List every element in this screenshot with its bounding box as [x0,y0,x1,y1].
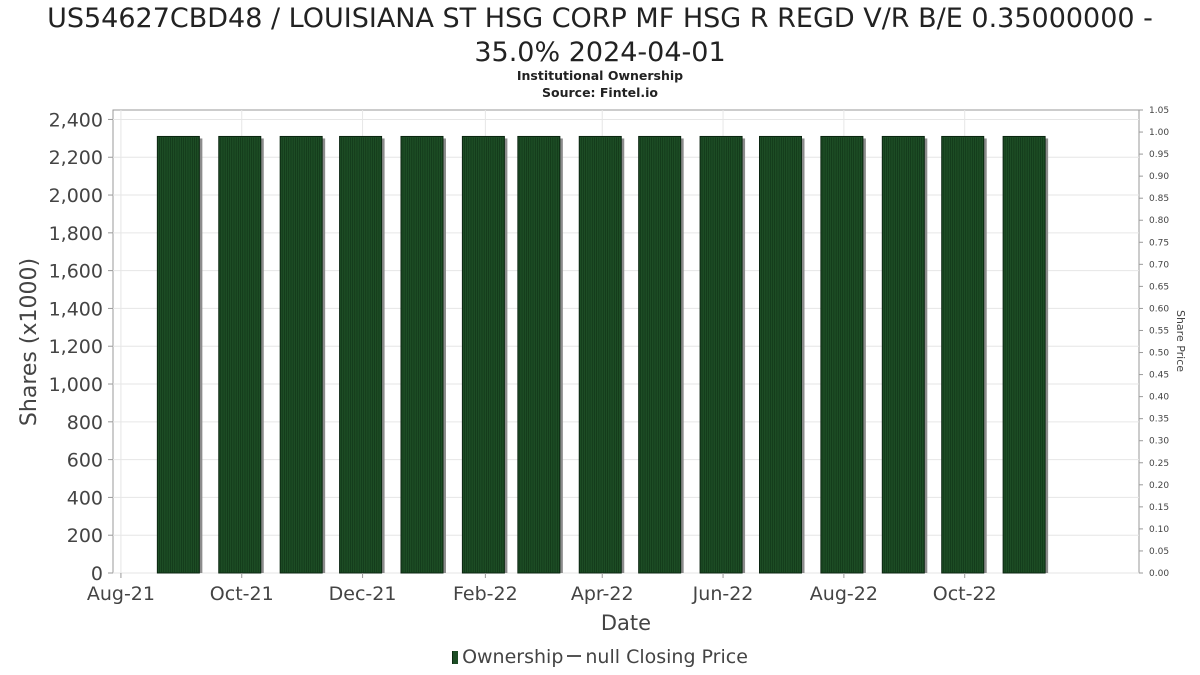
ownership-bar [820,135,866,574]
y2-tick-label: 0.00 [1149,569,1169,579]
y-tick-label: 600 [67,450,103,472]
ownership-bar [638,135,684,574]
y2-tick-label: 0.70 [1149,260,1169,270]
x-tick-label: Aug-22 [810,583,878,605]
y2-tick-label: 0.40 [1149,393,1169,403]
y2-tick-label: 0.35 [1149,415,1169,425]
ownership-bar [461,135,508,574]
ownership-bar [218,135,264,574]
legend: Ownership null Closing Price [0,646,1200,668]
ownership-bar [400,135,446,574]
y2-axis-label: Share Price [1174,310,1187,372]
y-tick-label: 200 [67,525,103,547]
x-axis: Aug-21 Oct-21 Dec-21 Feb-22 Apr-22 Jun-22 Aug-… [87,573,997,605]
legend-ownership-swatch [452,651,459,664]
ownership-bar [758,135,805,574]
y2-tick-label: 1.00 [1149,128,1169,138]
ownership-bar [279,135,326,574]
x-tick-label: Jun-22 [692,583,754,605]
y-tick-label: 2,000 [49,185,103,207]
y-tick-label: 1,200 [49,336,103,358]
y2-tick-label: 0.05 [1149,547,1169,557]
y-tick-label: 1,000 [49,374,103,396]
y2-tick-label: 0.25 [1149,459,1169,469]
ownership-bar [941,135,987,574]
y-tick-label: 1,400 [49,298,103,320]
ownership-bar [517,135,563,574]
ownership-bar [578,135,625,574]
chart-title: US54627CBD48 / LOUISIANA ST HSG CORP MF … [0,2,1200,70]
chart-source: Source: Fintel.io [542,85,658,100]
x-axis-label: Date [601,611,651,635]
y-axis-label: Shares (x1000) [17,258,42,426]
ownership-bar [339,135,385,574]
bar-series-ownership [156,135,1049,574]
x-tick-label: Apr-22 [571,583,634,605]
y2-tick-label: 0.30 [1149,437,1169,447]
y-axis-left: 0 200 400 600 800 1,000 1,200 1,400 1,600 1,800 2,… [49,109,113,585]
y-axis-right: 0.00 0.05 0.10 0.15 0.20 0.25 0.30 0.35 0.40 0.45… [1139,106,1169,579]
y-tick-label: 400 [67,487,103,509]
legend-ownership-label: Ownership [462,646,564,668]
y2-tick-label: 0.75 [1149,238,1169,248]
y2-tick-label: 1.05 [1149,106,1169,116]
ownership-bar [156,135,203,574]
y2-tick-label: 0.15 [1149,503,1169,513]
x-tick-label: Dec-21 [329,583,397,605]
y2-tick-label: 0.90 [1149,172,1169,182]
y2-tick-label: 0.55 [1149,326,1169,336]
y2-tick-label: 0.80 [1149,216,1169,226]
y-tick-label: 0 [91,563,103,585]
x-tick-label: Oct-21 [210,583,274,605]
y-tick-label: 2,400 [49,109,103,131]
chart-subtitle: Institutional Ownership [516,68,684,83]
y2-tick-label: 0.60 [1149,304,1169,314]
legend-price-label: null Closing Price [585,646,748,668]
chart-title-line-2: 35.0% 2024-04-01 [474,37,726,68]
y2-tick-label: 0.20 [1149,481,1169,491]
y2-tick-label: 0.65 [1149,282,1169,292]
ownership-bar [1002,135,1049,574]
y2-tick-label: 0.50 [1149,349,1169,359]
y2-tick-label: 0.10 [1149,525,1169,535]
legend-price-swatch [567,655,582,657]
x-tick-label: Oct-22 [933,583,997,605]
y-tick-label: 1,600 [49,261,103,283]
ownership-bar [881,135,928,574]
y2-tick-label: 0.95 [1149,150,1169,160]
x-tick-label: Feb-22 [453,583,518,605]
y-tick-label: 1,800 [49,223,103,245]
y2-tick-label: 0.45 [1149,371,1169,381]
y2-tick-label: 0.85 [1149,194,1169,204]
y-tick-label: 2,200 [49,147,103,169]
y-tick-label: 800 [67,412,103,434]
x-tick-label: Aug-21 [87,583,155,605]
ownership-bar [699,135,746,574]
chart-title-line-1: US54627CBD48 / LOUISIANA ST HSG CORP MF … [47,3,1153,34]
